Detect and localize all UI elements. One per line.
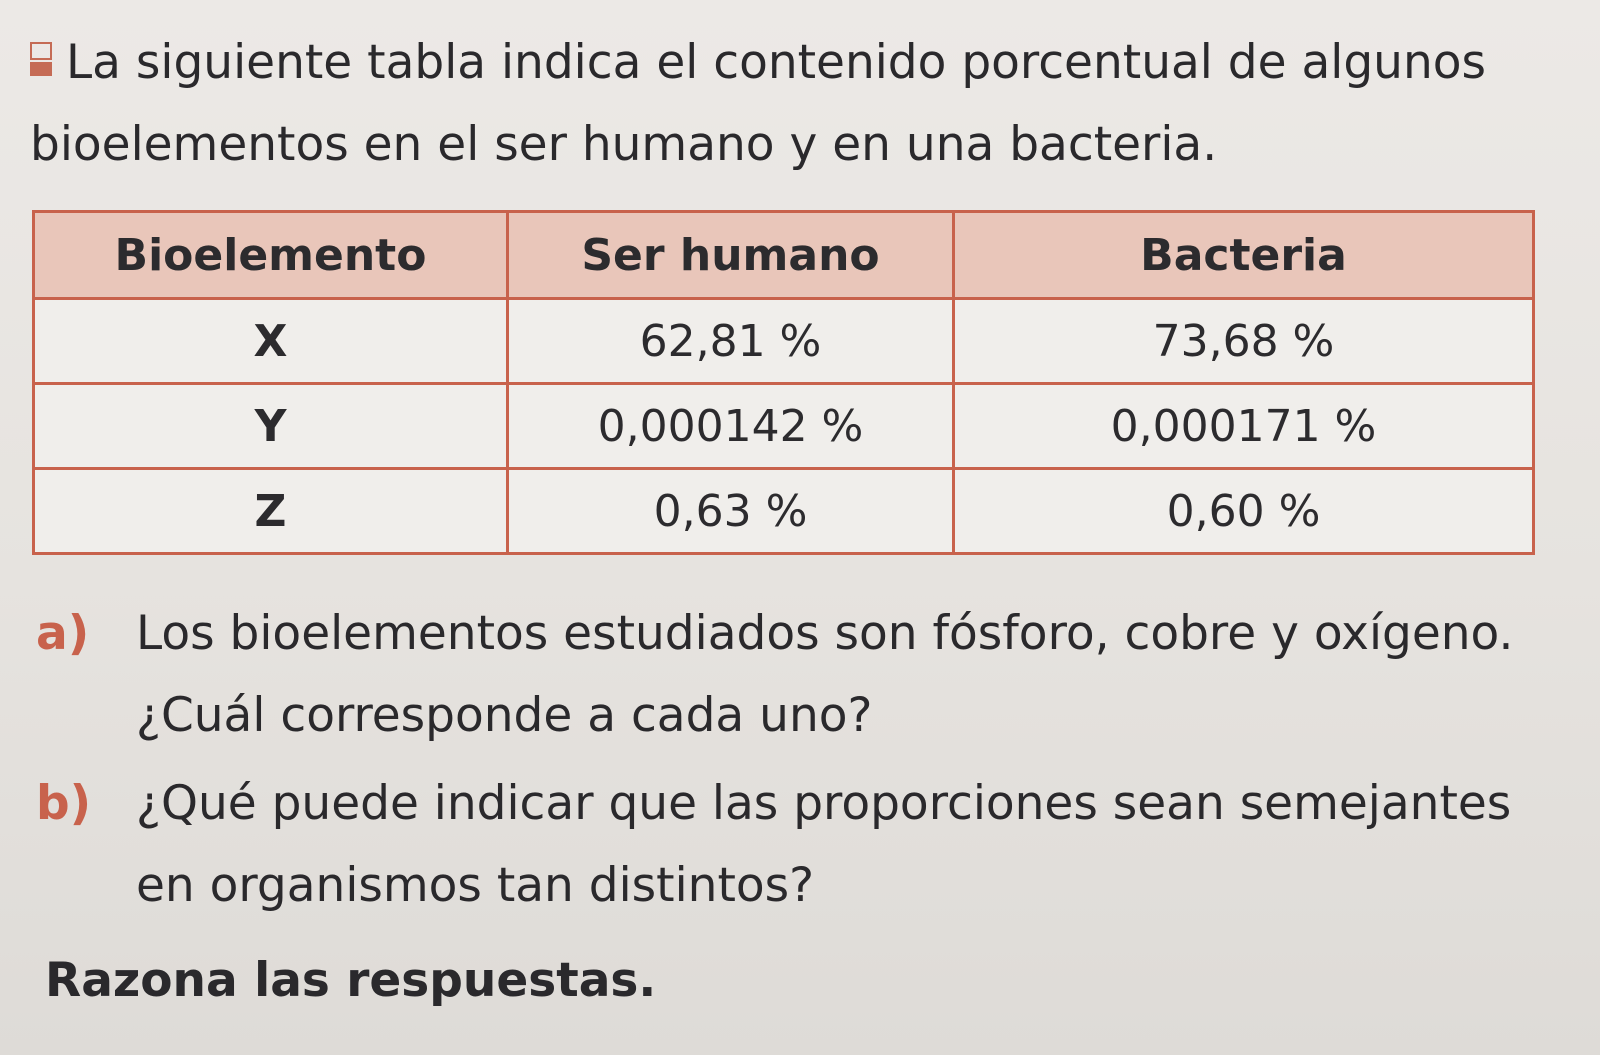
table-row: Z 0,63 % 0,60 % <box>32 467 1535 555</box>
question-a: a) Los bioelementos estudiados son fósfo… <box>36 593 1536 757</box>
intro-paragraph: La siguiente tabla indica el contenido p… <box>30 22 1570 186</box>
bacteria-value-cell: 0,60 % <box>952 467 1535 555</box>
question-b: b) ¿Qué puede indicar que las proporcion… <box>36 763 1536 927</box>
header-bioelemento: Bioelemento <box>32 210 509 300</box>
human-value-cell: 0,000142 % <box>506 382 955 470</box>
header-bacteria: Bacteria <box>952 210 1535 300</box>
question-text: ¿Qué puede indicar que las proporciones … <box>136 776 1512 913</box>
human-value-cell: 0,63 % <box>506 467 955 555</box>
question-text: Los bioelementos estudiados son fósforo,… <box>136 606 1514 743</box>
element-cell: Y <box>32 382 509 470</box>
difficulty-level-icon <box>30 42 52 76</box>
table-header-row: Bioelemento Ser humano Bacteria <box>32 210 1535 300</box>
bacteria-value-cell: 0,000171 % <box>952 382 1535 470</box>
bioelements-table: Bioelemento Ser humano Bacteria X 62,81 … <box>32 210 1535 555</box>
element-cell: X <box>32 297 509 385</box>
closing-instruction: Razona las respuestas. <box>45 953 657 1008</box>
question-marker: b) <box>36 776 92 831</box>
bacteria-value-cell: 73,68 % <box>952 297 1535 385</box>
intro-text: La siguiente tabla indica el contenido p… <box>30 35 1486 172</box>
question-marker: a) <box>36 606 90 661</box>
element-cell: Z <box>32 467 509 555</box>
header-ser-humano: Ser humano <box>506 210 955 300</box>
human-value-cell: 62,81 % <box>506 297 955 385</box>
table-row: Y 0,000142 % 0,000171 % <box>32 382 1535 470</box>
table-row: X 62,81 % 73,68 % <box>32 297 1535 385</box>
